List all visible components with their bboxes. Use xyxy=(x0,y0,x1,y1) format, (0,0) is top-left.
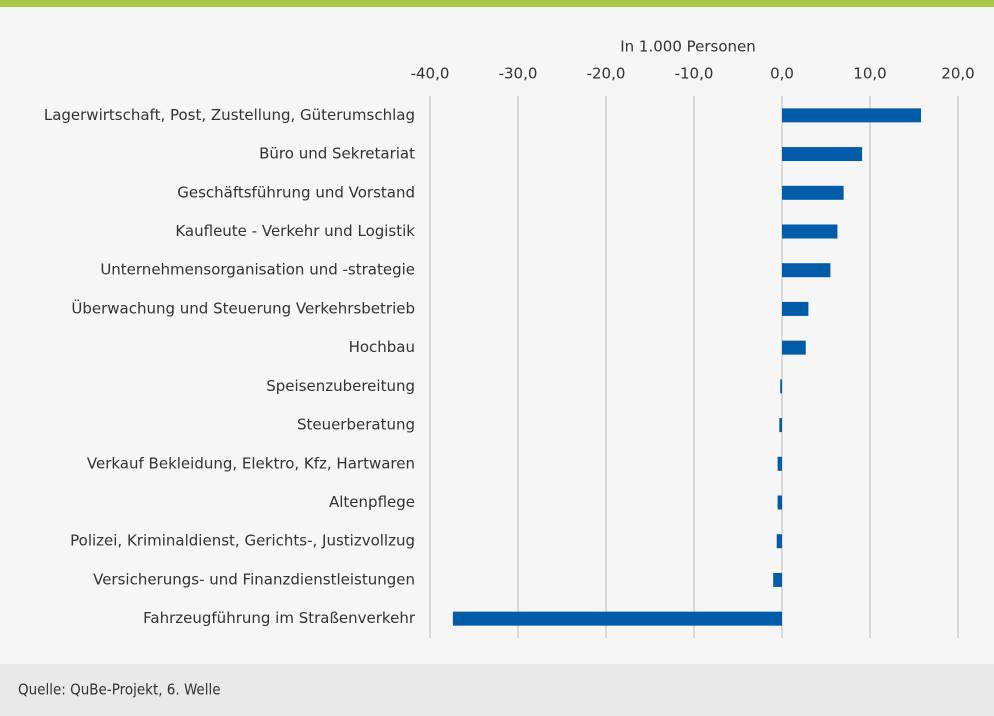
x-tick-label: 20,0 xyxy=(941,65,974,83)
bar xyxy=(782,108,922,123)
bar xyxy=(773,572,782,587)
top-bar xyxy=(0,0,994,7)
y-tick-label: Altenpflege xyxy=(329,493,415,511)
bar xyxy=(452,611,782,626)
x-tick-label: 0,0 xyxy=(770,65,794,83)
y-tick-label: Verkauf Bekleidung, Elektro, Kfz, Hartwa… xyxy=(87,454,415,472)
y-tick-label: Unternehmensorganisation und -strategie xyxy=(100,261,415,279)
source: Quelle: QuBe-Projekt, 6. Welle xyxy=(18,681,221,699)
bar xyxy=(782,263,831,278)
axis-title: In 1.000 Personen xyxy=(620,38,756,56)
bar xyxy=(779,418,782,433)
bar xyxy=(782,224,838,239)
y-tick-label: Speisenzubereitung xyxy=(266,377,415,395)
bar xyxy=(782,147,863,162)
y-tick-label: Lagerwirtschaft, Post, Zustellung, Güter… xyxy=(44,106,415,124)
bar xyxy=(776,534,782,549)
y-tick-label: Fahrzeugführung im Straßenverkehr xyxy=(143,609,416,627)
bar xyxy=(782,301,809,316)
y-tick-label: Hochbau xyxy=(349,338,415,356)
y-tick-label: Kaufleute - Verkehr und Logistik xyxy=(175,222,415,240)
y-tick-label: Steuerberatung xyxy=(297,416,415,434)
bar xyxy=(777,495,782,510)
x-tick-label: -20,0 xyxy=(587,65,626,83)
bar xyxy=(780,379,782,394)
x-tick-label: -40,0 xyxy=(411,65,450,83)
y-tick-label: Überwachung und Steuerung Verkehrsbetrie… xyxy=(71,298,415,317)
x-tick-label: -30,0 xyxy=(499,65,538,83)
y-tick-label: Geschäftsführung und Vorstand xyxy=(177,183,415,201)
x-tick-label: -10,0 xyxy=(675,65,714,83)
y-tick-label: Polizei, Kriminaldienst, Gerichts-, Just… xyxy=(70,532,415,550)
bar xyxy=(782,185,844,200)
y-tick-label: Versicherungs- und Finanzdienstleistunge… xyxy=(93,570,415,588)
bar xyxy=(777,456,782,471)
y-tick-label: Büro und Sekretariat xyxy=(259,145,415,163)
bar xyxy=(782,340,806,355)
x-tick-label: 10,0 xyxy=(853,65,886,83)
footer xyxy=(0,664,994,716)
